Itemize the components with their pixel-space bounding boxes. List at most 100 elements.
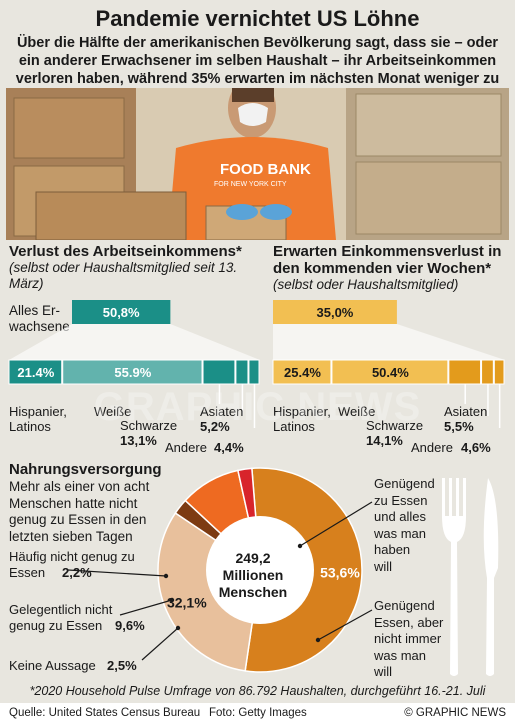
enough-label: Genügend zu Essen und alles was man habe… (374, 476, 435, 575)
food-note-line: Mehr als einer von acht (9, 479, 150, 494)
left-bar-connector (9, 324, 260, 360)
food-bank-photo: FOOD BANK FOR NEW YORK CITY (6, 88, 509, 240)
shirt-subtext: FOR NEW YORK CITY (214, 181, 287, 188)
overall-loss-value: 50,8% (103, 305, 140, 320)
photo-credit: Foto: Getty Images (209, 707, 307, 719)
right-section-note: (selbst oder Haushaltsmitglied) (273, 277, 459, 292)
right-asian-value: 5,5% (444, 419, 474, 434)
income-bars-chart: 50,8% 35,0% 21.4% 55.9% 25.4% 50.4% (8, 300, 505, 428)
pie-slice-value: 53,6% (320, 565, 360, 581)
enough-label-line: haben (374, 542, 411, 557)
no-answer-label: Keine Aussage (9, 658, 96, 673)
pie-leader-line (119, 599, 173, 616)
right-bar-connector (273, 324, 505, 360)
enough-not-label-line: will (374, 664, 393, 679)
left-segment (62, 359, 203, 385)
right-segment (331, 359, 449, 385)
pie-leader-dot (169, 597, 175, 603)
right-segment-value: 50.4% (372, 365, 409, 380)
food-section-title: Nahrungsversorgung (9, 461, 162, 478)
enough-label-line: Genügend (374, 476, 435, 491)
pie-center-value: 249,2 (235, 550, 271, 566)
footnote: *2020 Household Pulse Umfrage von 86.792… (29, 684, 486, 698)
pie-leader-line (141, 627, 179, 661)
right-other-label: Andere (411, 440, 453, 455)
often-value: 2,2% (62, 565, 92, 580)
pie-slice-value: 32,1% (167, 594, 207, 610)
fork-knife-icon (442, 478, 499, 676)
left-hispanic-label-2: Latinos (9, 419, 51, 434)
occasionally-label-line2: genug zu Essen (9, 618, 103, 633)
left-section-note: (selbst oder Haushaltsmitglied seit 13. … (9, 260, 238, 291)
enough-not-label-line: Genügend (374, 598, 435, 613)
pie-leader-line (317, 609, 373, 641)
overall-expect-bar (273, 300, 397, 324)
pie-center-unit-2: Menschen (218, 584, 288, 600)
left-section-title: Verlust des Arbeitseinkommens* (9, 243, 242, 260)
food-note-line: Menschen hatte nicht (9, 495, 138, 511)
occasionally-label-line1: Gelegentlich nicht (9, 602, 113, 617)
pie-leader-dot (163, 573, 169, 579)
no-answer-value: 2,5% (107, 658, 137, 673)
overall-loss-bar (72, 300, 171, 324)
source-credit: Quelle: United States Census Bureau (9, 707, 201, 719)
right-asian-label: Asiaten (444, 404, 488, 419)
enough-not-label-line: was man (374, 647, 427, 663)
page-title: Pandemie vernichtet US Löhne (95, 6, 420, 31)
pie-leader-dot (175, 625, 181, 631)
watermark: GRAPHIC NEWS (93, 385, 422, 429)
pie-leader-line (299, 501, 373, 547)
right-black-value: 14,1% (366, 433, 403, 448)
occasionally-value: 9,6% (115, 618, 145, 633)
enough-label-line: was man (374, 525, 427, 541)
pie-center-hole (206, 516, 314, 624)
left-other-label: Andere (165, 440, 207, 455)
right-segment (272, 359, 332, 385)
left-segment (8, 359, 63, 385)
left-segment (248, 359, 260, 385)
right-hispanic-label-2: Latinos (273, 419, 315, 434)
pie-center-label: 249,2 Millionen Menschen (205, 550, 301, 601)
right-other-value: 4,6% (461, 440, 491, 455)
right-segment-value: 25.4% (284, 365, 321, 380)
right-segment (493, 359, 505, 385)
left-asian-value: 5,2% (200, 419, 230, 434)
left-segment-value: 21.4% (17, 365, 54, 380)
often-label-line2: Essen (9, 565, 46, 580)
enough-not-label: Genügend Essen, aber nicht immer was man… (374, 598, 443, 681)
left-other-value: 4,4% (214, 440, 244, 455)
left-black-value: 13,1% (120, 433, 157, 448)
left-hispanic-label-1: Hispanier, (9, 404, 67, 419)
pie-slice (157, 512, 261, 672)
right-hispanic-label-1: Hispanier, (273, 404, 331, 419)
pie-center-unit-1: Millionen (222, 567, 284, 583)
enough-label-line: will (374, 558, 393, 574)
copyright: © GRAPHIC NEWS (404, 707, 506, 719)
left-segment (235, 359, 249, 385)
often-label-line1: Häufig nicht genug zu (9, 549, 135, 564)
pie-leader-dot (297, 543, 303, 549)
enough-label-line: und alles (374, 509, 427, 524)
photo-illustration: FOOD BANK FOR NEW YORK CITY (6, 88, 509, 240)
food-section-note: Mehr als einer von acht Menschen hatte n… (9, 479, 169, 545)
food-note-line: letzten sieben Tagen (9, 528, 133, 544)
right-segment (448, 359, 482, 385)
enough-label-line: zu Essen (374, 492, 428, 508)
right-black-label: Schwarze (366, 418, 424, 433)
right-segment (481, 359, 494, 385)
overall-label-line2: wachsene (9, 319, 70, 334)
footer: Quelle: United States Census Bureau Foto… (0, 703, 515, 724)
food-note-line: genug zu Essen in den (9, 512, 147, 527)
left-asian-label: Asiaten (200, 404, 244, 419)
overall-label-line1: Alles Er- (9, 303, 61, 318)
overall-expect-value: 35,0% (317, 305, 354, 320)
left-black-label: Schwarze (120, 418, 178, 433)
right-white-label: Weiße (338, 404, 376, 419)
enough-not-label-line: Essen, aber (374, 614, 444, 630)
shirt-text: FOOD BANK (220, 161, 311, 178)
enough-not-label-line: nicht immer (374, 631, 442, 646)
pie-leader-dot (315, 637, 321, 643)
right-section-title: Erwarten Einkommensverlust in den kommen… (273, 243, 502, 277)
pie-leader-line (67, 569, 167, 577)
